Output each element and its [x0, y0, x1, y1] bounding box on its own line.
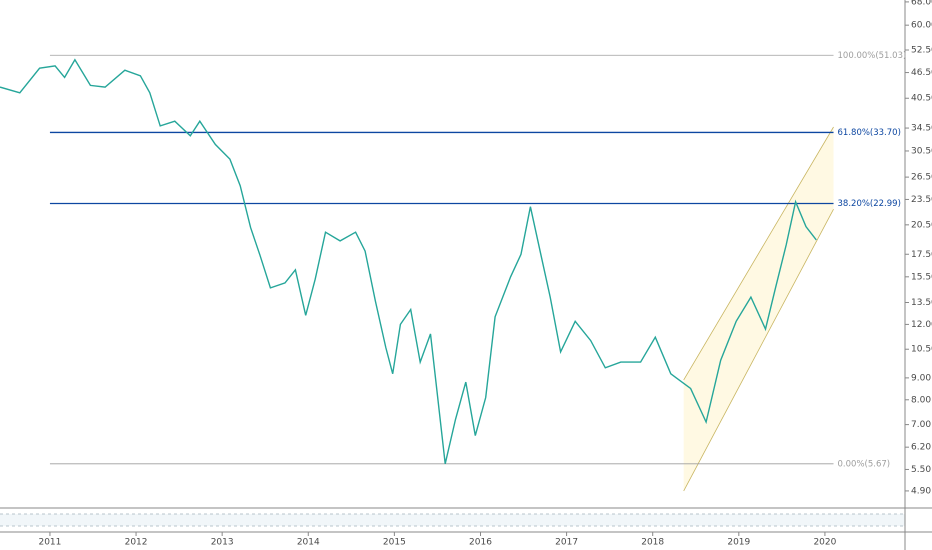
indicator-band [0, 514, 905, 526]
indicator-pane [0, 513, 905, 527]
channel-fill [683, 126, 834, 491]
y-tick-label: 68.00 [911, 0, 932, 7]
channel-lower [683, 209, 834, 492]
y-tick-label: 12.00 [911, 320, 932, 330]
price-line [0, 58, 817, 464]
x-tick-label: 2011 [38, 538, 61, 548]
y-tick-label: 4.90 [911, 486, 931, 496]
y-tick-label: 46.50 [911, 68, 932, 78]
y-tick-label: 30.50 [911, 146, 932, 156]
x-tick-label: 2016 [469, 538, 492, 548]
y-tick-label: 23.50 [911, 195, 932, 205]
y-tick-label: 6.20 [911, 443, 931, 453]
y-tick-label: 8.00 [911, 395, 931, 405]
channel-upper [683, 126, 834, 381]
y-tick-label: 10.50 [911, 345, 932, 355]
x-tick-label: 2020 [813, 538, 836, 548]
fib-label: 0.00%(5.67) [838, 459, 891, 469]
x-tick-label: 2017 [555, 538, 578, 548]
y-tick-label: 5.50 [911, 465, 931, 475]
x-tick-label: 2015 [383, 538, 406, 548]
y-tick-label: 13.50 [911, 298, 932, 308]
y-tick-label: 60.00 [911, 21, 932, 31]
x-tick-label: 2019 [727, 538, 750, 548]
x-tick-label: 2014 [297, 538, 320, 548]
y-tick-label: 26.50 [911, 173, 932, 183]
y-tick-label: 34.50 [911, 124, 932, 134]
y-tick-label: 20.50 [911, 220, 932, 230]
y-tick-label: 9.00 [911, 373, 931, 383]
fib-label: 100.00%(51.03) [838, 51, 907, 61]
fib-label: 61.80%(33.70) [838, 128, 901, 138]
y-tick-label: 7.00 [911, 420, 931, 430]
x-tick-label: 2013 [211, 538, 234, 548]
y-tick-label: 17.50 [911, 250, 932, 260]
x-tick-label: 2012 [125, 538, 148, 548]
y-tick-label: 15.50 [911, 272, 932, 282]
y-tick-label: 52.50 [911, 46, 932, 56]
x-tick-label: 2018 [641, 538, 664, 548]
y-tick-label: 40.50 [911, 94, 932, 104]
fib-label: 38.20%(22.99) [838, 199, 901, 209]
